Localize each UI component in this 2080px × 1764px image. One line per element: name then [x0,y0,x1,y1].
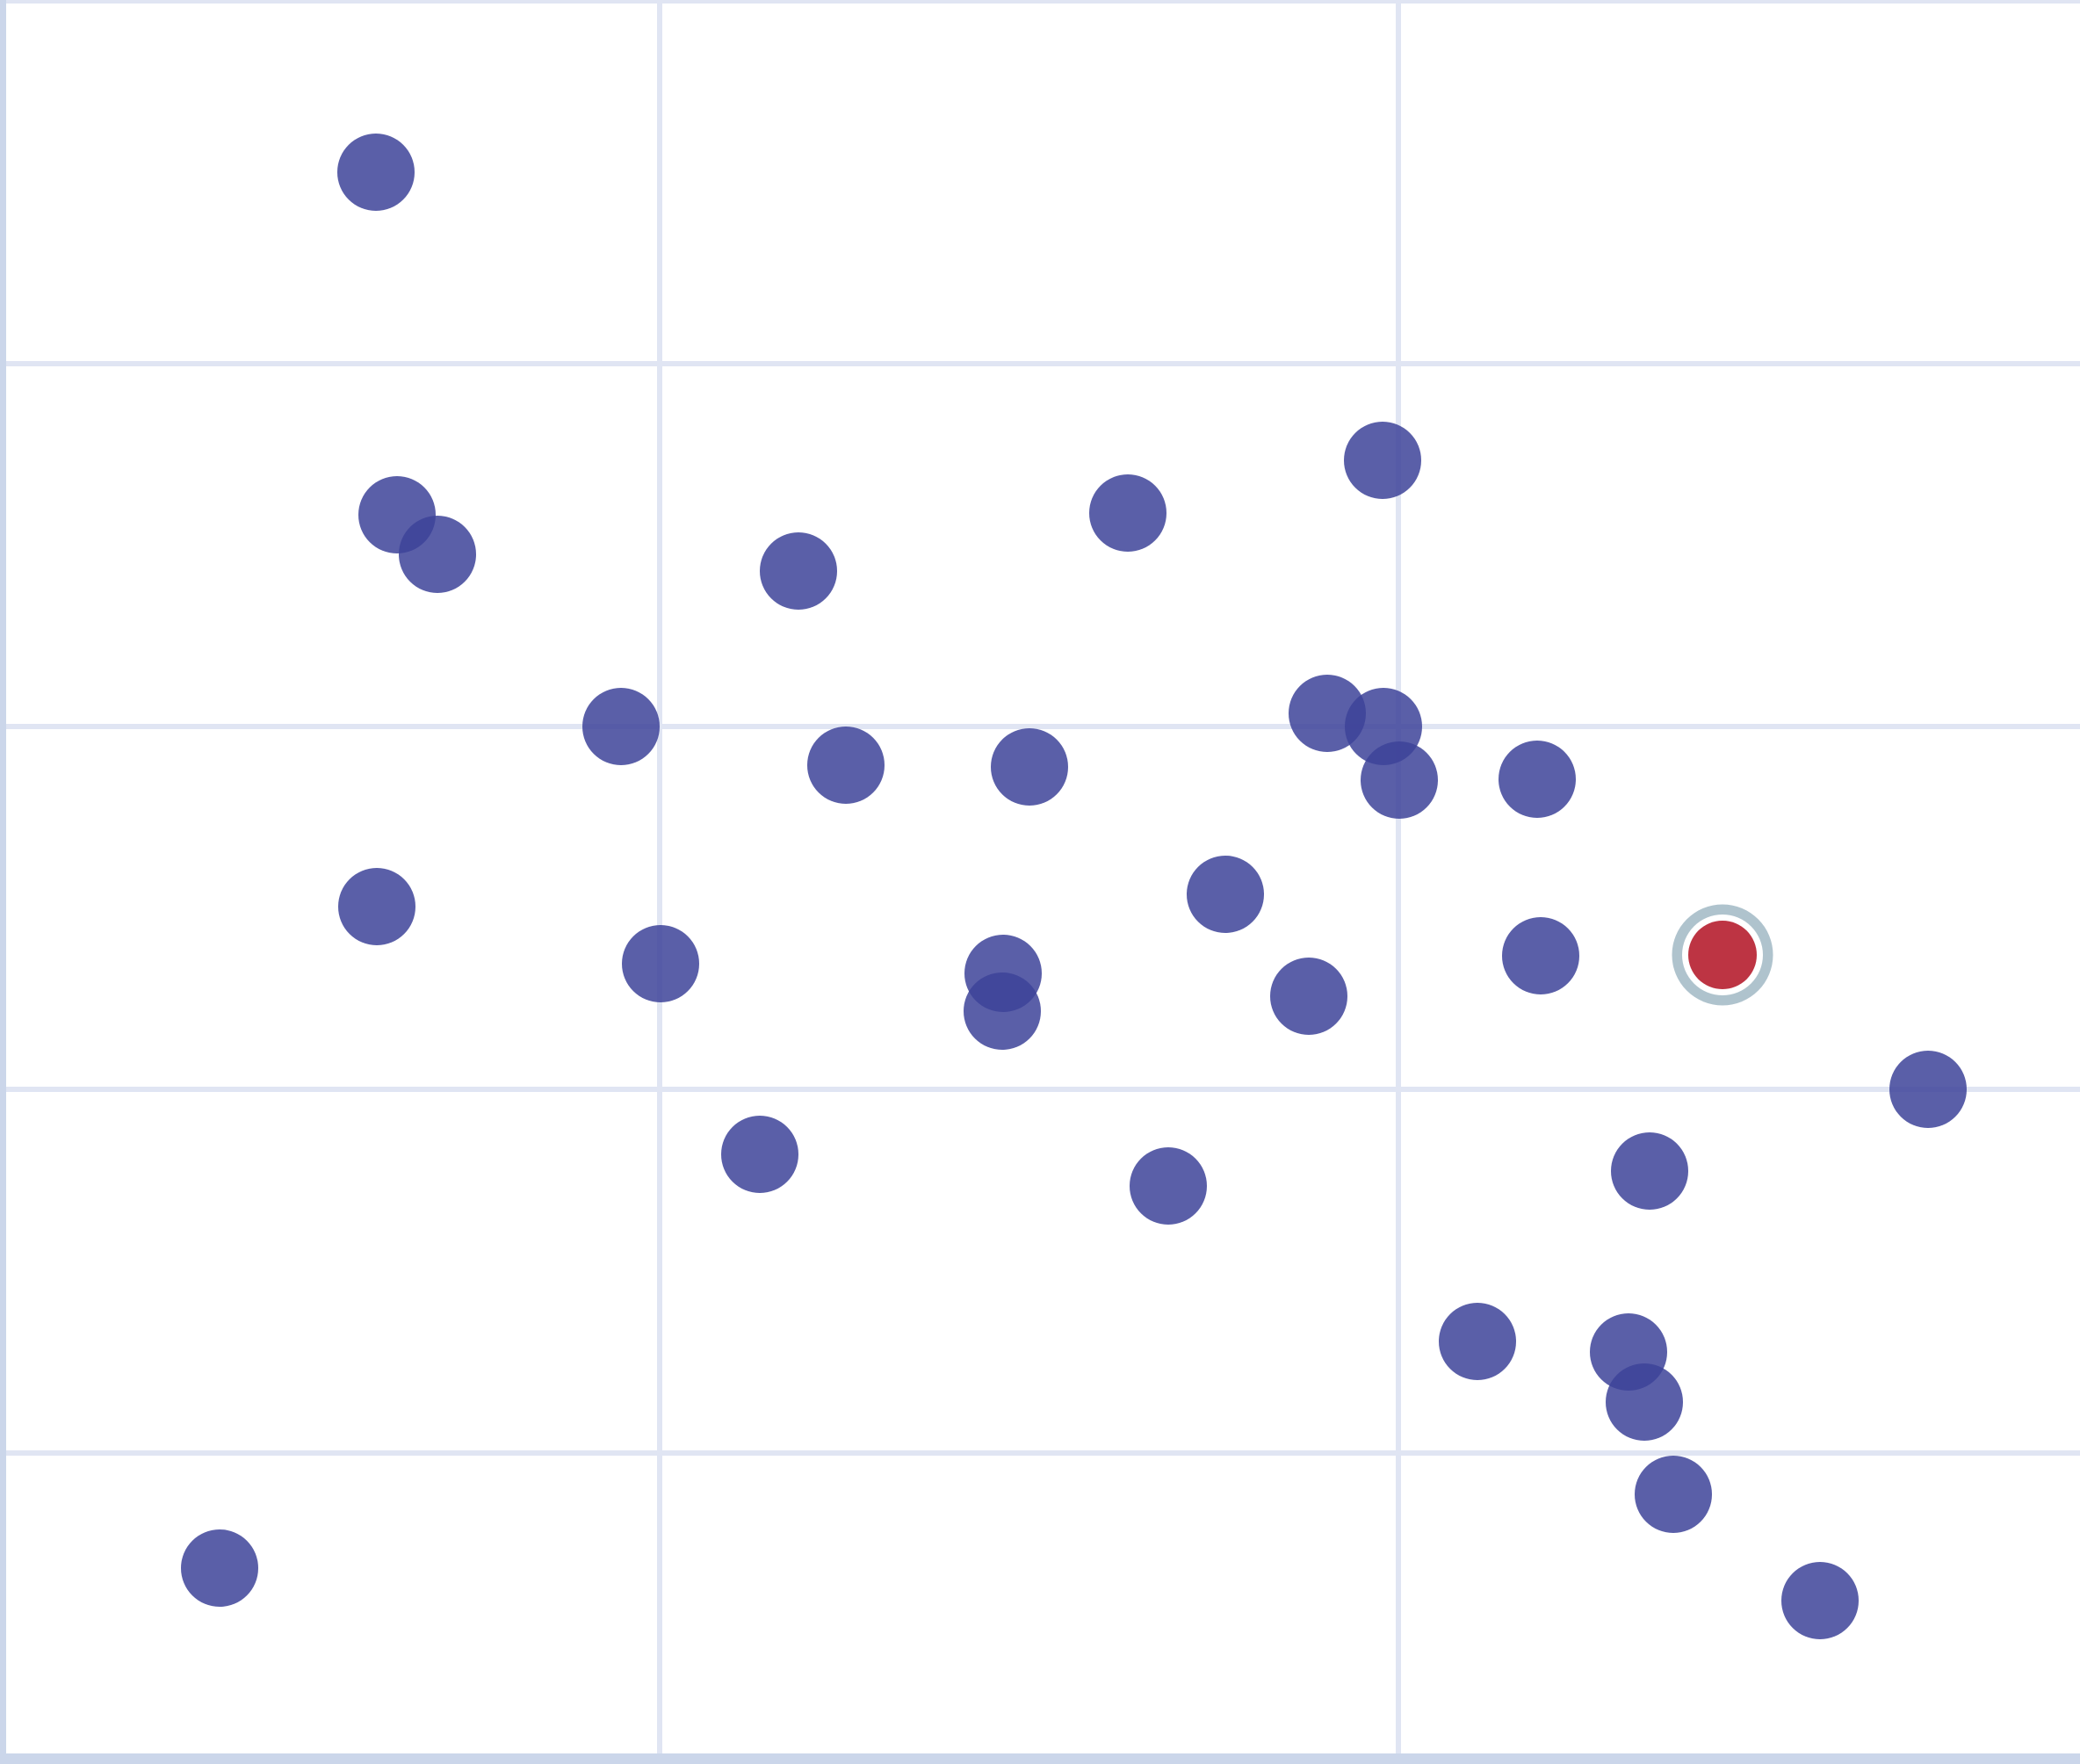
data-point[interactable] [1611,1132,1688,1210]
data-point[interactable] [807,727,885,804]
data-point[interactable] [399,516,476,593]
y-axis-domain-line [0,0,6,1753]
data-point[interactable] [721,1116,798,1193]
data-point[interactable] [1344,422,1421,499]
data-point[interactable] [582,688,660,765]
data-point[interactable] [1635,1456,1712,1533]
data-point[interactable] [338,868,415,945]
selected-data-point[interactable] [1672,904,1773,1006]
data-point[interactable] [337,134,415,211]
data-point[interactable] [181,1529,258,1607]
data-point[interactable] [622,925,699,1002]
data-point[interactable] [1089,474,1166,552]
data-point[interactable] [964,972,1041,1050]
data-point[interactable] [760,532,837,610]
data-point[interactable] [1270,958,1347,1035]
data-point[interactable] [1499,741,1576,818]
data-point[interactable] [1606,1363,1683,1441]
data-point[interactable] [1889,1051,1967,1128]
data-point[interactable] [1361,741,1438,819]
data-point[interactable] [1187,856,1264,933]
data-point[interactable] [991,728,1068,806]
x-axis-domain-line [0,1753,2080,1764]
data-point[interactable] [1502,917,1579,994]
data-point[interactable] [1439,1303,1516,1380]
data-point[interactable] [1130,1147,1207,1225]
selected-point-marker[interactable] [1688,921,1757,989]
data-point[interactable] [1781,1562,1859,1639]
data-points [181,134,1967,1639]
